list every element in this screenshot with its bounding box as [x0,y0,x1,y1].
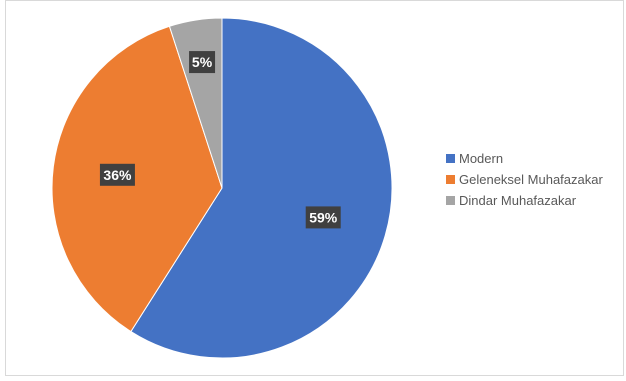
legend-item-dindar-muhafazakar: Dindar Muhafazakar [446,190,624,211]
pie-slice-geleneksel-muhafazakar [51,25,223,333]
legend-label: Modern [459,151,504,166]
legend-label: Geleneksel Muhafazakar [459,172,603,187]
data-label-text: 36% [103,167,132,183]
data-label-dindar-muhafazakar: 5% [189,51,216,74]
pie-slice-modern [130,17,393,359]
pie-slices [51,17,393,359]
legend-item-geleneksel-muhafazakar: Geleneksel Muhafazakar [446,169,624,190]
data-label-text: 5% [192,54,213,70]
pie-data-labels: 59% 36% 5% [99,51,341,229]
legend: Modern Geleneksel Muhafazakar Dindar Muhaf… [446,148,624,211]
legend-item-modern: Modern [446,148,624,169]
legend-label: Dindar Muhafazakar [459,193,577,208]
legend-swatch [446,196,455,205]
data-label-box [99,163,135,186]
data-label-modern: 59% [305,206,341,229]
data-label-text: 59% [309,209,338,225]
data-label-geleneksel-muhafazakar: 36% [99,163,135,186]
legend-swatch [446,154,455,163]
data-label-box [189,51,216,74]
legend-swatch [446,175,455,184]
data-label-box [305,206,341,229]
